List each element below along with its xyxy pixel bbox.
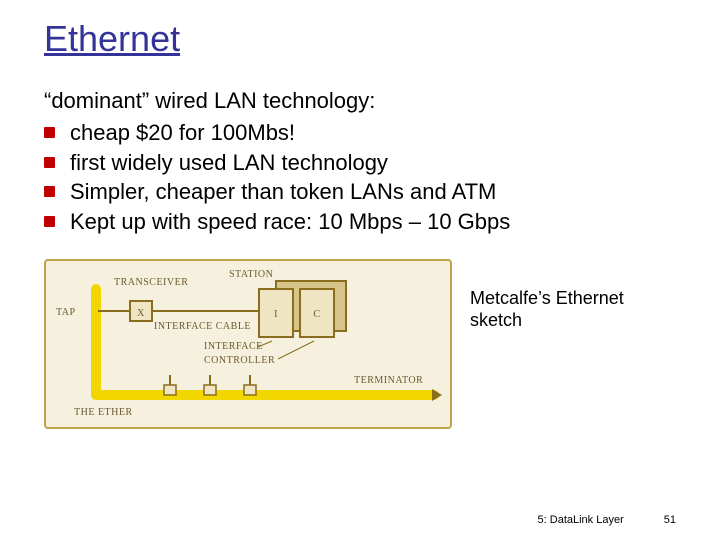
- bullet-item: Kept up with speed race: 10 Mbps – 10 Gb…: [44, 207, 676, 237]
- diagram-svg: X I C TAP TRANSCEIVER STATION: [54, 267, 444, 417]
- bullet-item: first widely used LAN technology: [44, 148, 676, 178]
- terminator-label: TERMINATOR: [354, 375, 423, 386]
- diagram-caption: Metcalfe’s Ethernet sketch: [470, 287, 670, 332]
- x-label: X: [137, 308, 145, 319]
- terminator-icon: [432, 389, 442, 401]
- bullet-list: cheap $20 for 100Mbs! first widely used …: [44, 118, 676, 237]
- interface-cable-label: INTERFACE CABLE: [154, 321, 251, 332]
- diagram-row: X I C TAP TRANSCEIVER STATION: [44, 259, 676, 429]
- c-label: C: [313, 309, 320, 320]
- bullet-item: Simpler, cheaper than token LANs and ATM: [44, 177, 676, 207]
- interface-label: INTERFACE: [204, 341, 263, 352]
- slide: Ethernet “dominant” wired LAN technology…: [0, 0, 720, 429]
- transceiver-label: TRANSCEIVER: [114, 277, 188, 288]
- slide-title: Ethernet: [44, 18, 676, 60]
- slide-footer: 5: DataLink Layer 51: [538, 514, 676, 526]
- the-ether-label: THE ETHER: [74, 407, 133, 417]
- controller-label: CONTROLLER: [204, 355, 275, 366]
- tap-node: [164, 385, 176, 395]
- tap-node: [244, 385, 256, 395]
- tap-label: TAP: [56, 307, 76, 318]
- bullet-item: cheap $20 for 100Mbs!: [44, 118, 676, 148]
- ethernet-sketch-diagram: X I C TAP TRANSCEIVER STATION: [44, 259, 452, 429]
- footer-section: 5: DataLink Layer: [538, 514, 624, 526]
- station-label: STATION: [229, 269, 273, 280]
- lead-text: “dominant” wired LAN technology:: [44, 88, 676, 114]
- i-label: I: [274, 309, 278, 320]
- footer-page-number: 51: [664, 514, 676, 526]
- tap-node: [204, 385, 216, 395]
